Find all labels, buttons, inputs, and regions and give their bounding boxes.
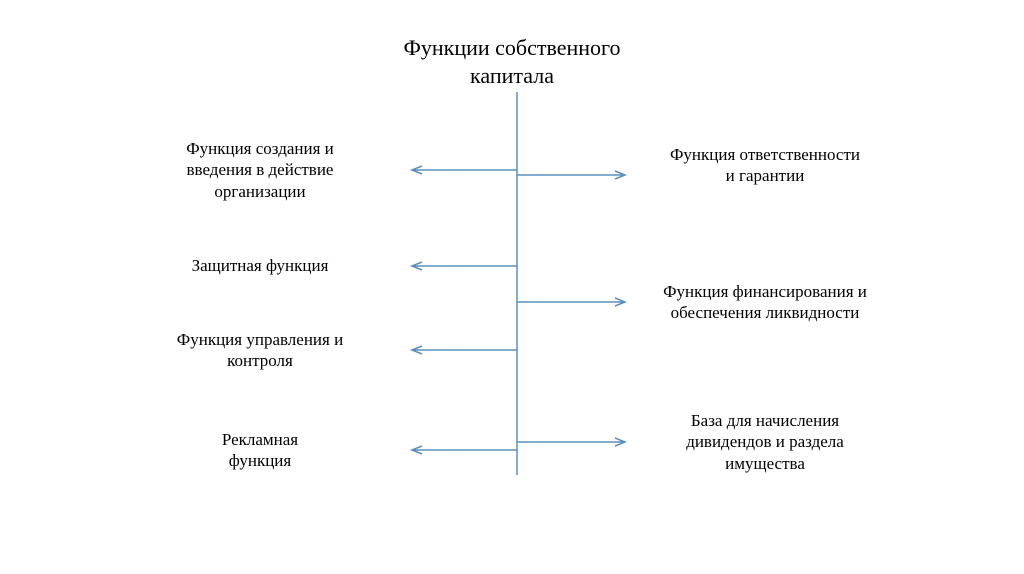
node-line: введения в действие <box>140 159 380 180</box>
node-line: Рекламная <box>140 429 380 450</box>
node-line: функция <box>140 450 380 471</box>
title-line-1: Функции собственного <box>403 34 620 62</box>
node-line: Функция управления и <box>140 329 380 350</box>
node-line: База для начисления <box>635 410 895 431</box>
node-line: организации <box>140 181 380 202</box>
left-node-0: Функция создания ивведения в действиеорг… <box>140 138 380 202</box>
left-node-1: Защитная функция <box>140 255 380 276</box>
right-node-0: Функция ответственностии гарантии <box>635 144 895 187</box>
title-line-2: капитала <box>403 62 620 90</box>
node-line: Функция финансирования и <box>625 281 905 302</box>
node-line: и гарантии <box>635 165 895 186</box>
right-node-2: База для начислениядивидендов и разделаи… <box>635 410 895 474</box>
node-line: обеспечения ликвидности <box>625 302 905 323</box>
left-node-2: Функция управления иконтроля <box>140 329 380 372</box>
node-line: дивидендов и раздела <box>635 431 895 452</box>
diagram-title: Функции собственного капитала <box>403 34 620 89</box>
left-node-3: Рекламнаяфункция <box>140 429 380 472</box>
node-line: имущества <box>635 453 895 474</box>
right-node-1: Функция финансирования иобеспечения ликв… <box>625 281 905 324</box>
node-line: Защитная функция <box>140 255 380 276</box>
node-line: Функция ответственности <box>635 144 895 165</box>
node-line: контроля <box>140 350 380 371</box>
node-line: Функция создания и <box>140 138 380 159</box>
